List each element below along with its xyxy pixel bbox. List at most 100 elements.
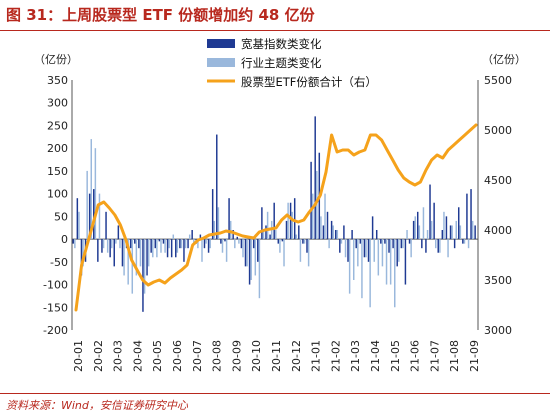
industry-bar (184, 239, 187, 249)
broad-index-bar (449, 225, 452, 240)
x-tick-label: 20-05 (151, 340, 164, 372)
source-note: 资料来源：Wind，安信证券研究中心 (6, 399, 188, 412)
industry-bar (455, 220, 457, 240)
legend-label-total: 股票型ETF份额合计（右） (241, 75, 377, 89)
industry-bar (111, 239, 113, 249)
broad-index-bar (392, 239, 394, 249)
industry-bar (98, 193, 101, 240)
left-tick-label: -100 (43, 279, 68, 292)
x-tick-label: 21-09 (468, 340, 481, 372)
industry-bar (102, 239, 105, 249)
industry-bar (229, 220, 232, 240)
industry-bar (373, 239, 375, 262)
industry-bar (201, 239, 203, 262)
broad-index-bar (248, 239, 251, 285)
industry-bar (205, 239, 207, 244)
industry-bar (78, 211, 80, 240)
industry-bar (311, 193, 314, 240)
broad-index-bar (437, 239, 439, 253)
broad-index-bar (277, 239, 280, 244)
industry-bar (447, 239, 449, 258)
broad-index-bar (302, 239, 304, 244)
broad-index-bar (441, 230, 444, 240)
industry-bar (410, 239, 412, 258)
broad-index-bar (474, 225, 476, 240)
broad-index-bar (462, 239, 464, 244)
industry-bar (234, 239, 236, 249)
x-tick-label: 21-04 (369, 340, 382, 372)
broad-index-bar (175, 239, 177, 258)
title-divider (0, 30, 550, 31)
x-tick-label: 21-03 (349, 340, 362, 372)
x-tick-label: 21-07 (428, 340, 441, 372)
right-axis-unit: （亿份） (482, 53, 526, 66)
broad-index-bar (224, 239, 226, 242)
broad-index-bar (211, 189, 214, 240)
industry-bar (238, 239, 240, 244)
broad-index-bar (150, 239, 152, 253)
industry-bar (193, 239, 195, 244)
industry-bar (328, 239, 330, 249)
industry-bar (394, 239, 396, 308)
industry-bar (74, 239, 76, 249)
broad-index-bar (334, 230, 337, 240)
left-tick-label: 50 (54, 210, 68, 223)
industry-bar (127, 239, 129, 285)
industry-bar (307, 239, 310, 267)
broad-index-bar (408, 239, 411, 244)
broad-index-bar (367, 239, 370, 262)
industry-bar (402, 239, 404, 249)
industry-bar (283, 239, 285, 267)
total-etf-share-line (74, 123, 478, 312)
broad-index-bar (142, 239, 144, 312)
industry-bar (336, 230, 339, 240)
right-tick-label: 3500 (484, 274, 512, 287)
x-tick-label: 20-02 (92, 340, 105, 372)
broad-index-bar (306, 239, 308, 253)
broad-index-bar (207, 239, 210, 253)
legend-swatch-broad (207, 39, 235, 48)
industry-bar (439, 239, 441, 253)
broad-index-bar (457, 207, 460, 240)
industry-bar (352, 239, 355, 280)
industry-bar (303, 239, 306, 244)
industry-bar (250, 239, 252, 280)
broad-index-bar (310, 161, 312, 240)
industry-bar (123, 239, 125, 276)
broad-index-bar (269, 234, 271, 240)
broad-index-bar (170, 239, 173, 258)
broad-index-bar (236, 236, 239, 240)
industry-bar (266, 211, 269, 240)
broad-index-bar (466, 193, 468, 240)
x-tick-label: 20-10 (250, 340, 263, 372)
x-tick-label: 20-01 (72, 340, 85, 372)
broad-index-bar (433, 202, 435, 240)
industry-bar (139, 239, 142, 267)
legend-label-broad: 宽基指数类变化 (241, 37, 322, 51)
broad-index-bar (470, 189, 472, 240)
broad-index-bar (191, 230, 193, 240)
x-tick-label: 21-02 (329, 340, 342, 372)
industry-bar (369, 239, 371, 308)
broad-index-bar (88, 193, 91, 240)
industry-bar (168, 239, 170, 249)
broad-index-bar (76, 198, 79, 240)
broad-index-bar (281, 239, 284, 242)
industry-bar (86, 170, 88, 240)
broad-index-bar (80, 239, 83, 276)
left-tick-label: -50 (50, 256, 68, 269)
industry-bar (188, 234, 191, 240)
broad-index-bar (187, 239, 189, 249)
industry-bar (426, 230, 429, 240)
industry-bar (389, 239, 392, 285)
broad-index-bar (429, 184, 431, 240)
industry-bar (414, 216, 416, 240)
broad-index-bar (371, 216, 374, 240)
industry-bar (197, 239, 199, 249)
x-tick-label: 21-01 (310, 340, 323, 372)
broad-index-bar (244, 239, 247, 267)
broad-index-bar (97, 239, 99, 262)
left-tick-label: 100 (47, 188, 68, 201)
industry-bar (340, 239, 343, 244)
x-tick-label: 20-07 (191, 340, 204, 372)
